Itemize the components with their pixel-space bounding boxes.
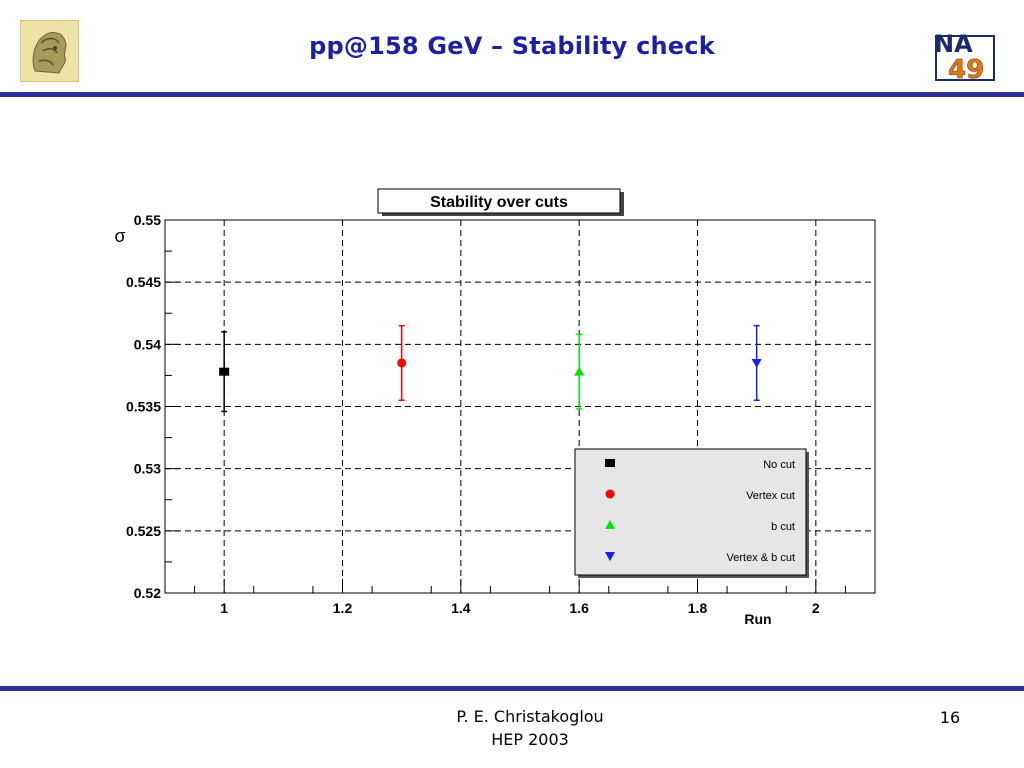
y-tick-label: 0.53 bbox=[134, 461, 161, 477]
footer-event: HEP 2003 bbox=[491, 730, 569, 749]
footer-author: P. E. Christakoglou bbox=[456, 707, 604, 726]
footer-divider bbox=[0, 686, 1024, 691]
legend-label: Vertex & b cut bbox=[727, 552, 795, 564]
data-point bbox=[219, 367, 230, 376]
y-tick-label: 0.54 bbox=[134, 336, 161, 352]
legend-marker bbox=[605, 459, 615, 467]
y-tick-label: 0.525 bbox=[126, 523, 161, 539]
y-tick-label: 0.535 bbox=[126, 399, 161, 415]
page-number: 16 bbox=[939, 708, 961, 727]
y-tick-label: 0.55 bbox=[134, 212, 161, 228]
legend-label: Vertex cut bbox=[746, 490, 795, 502]
na49-logo-icon: NA 49 bbox=[930, 22, 1000, 85]
header-divider bbox=[0, 92, 1024, 97]
data-point bbox=[574, 366, 585, 376]
chart-title-box bbox=[377, 188, 621, 214]
svg-text:NA: NA bbox=[934, 30, 973, 58]
x-axis-label: Run bbox=[744, 611, 771, 627]
x-tick-label: 1 bbox=[220, 600, 228, 616]
y-tick-label: 0.52 bbox=[134, 585, 161, 601]
y-tick-label: 0.545 bbox=[126, 274, 161, 290]
slide-title: pp@158 GeV – Stability check bbox=[309, 32, 715, 60]
legend-marker bbox=[605, 552, 615, 561]
x-tick-label: 1.6 bbox=[569, 600, 589, 616]
legend-label: No cut bbox=[763, 459, 795, 471]
x-tick-label: 2 bbox=[812, 600, 820, 616]
data-point bbox=[751, 358, 762, 368]
legend-marker bbox=[605, 489, 615, 499]
chart-title: Stability over cuts bbox=[430, 194, 568, 211]
data-point bbox=[397, 358, 407, 368]
x-tick-label: 1.8 bbox=[688, 600, 708, 616]
x-tick-label: 1.2 bbox=[333, 600, 353, 616]
legend-label: b cut bbox=[771, 521, 795, 533]
y-axis-label: σ bbox=[114, 226, 125, 246]
legend-marker bbox=[605, 520, 615, 529]
svg-text:49: 49 bbox=[948, 55, 984, 84]
x-tick-label: 1.4 bbox=[451, 600, 471, 616]
athena-head-icon bbox=[20, 20, 79, 82]
stability-chart: 1 1.2 1.4 1.6 1.8 2 0.52 0.525 0.53 0.535 0.54 0.54… bbox=[114, 188, 876, 627]
